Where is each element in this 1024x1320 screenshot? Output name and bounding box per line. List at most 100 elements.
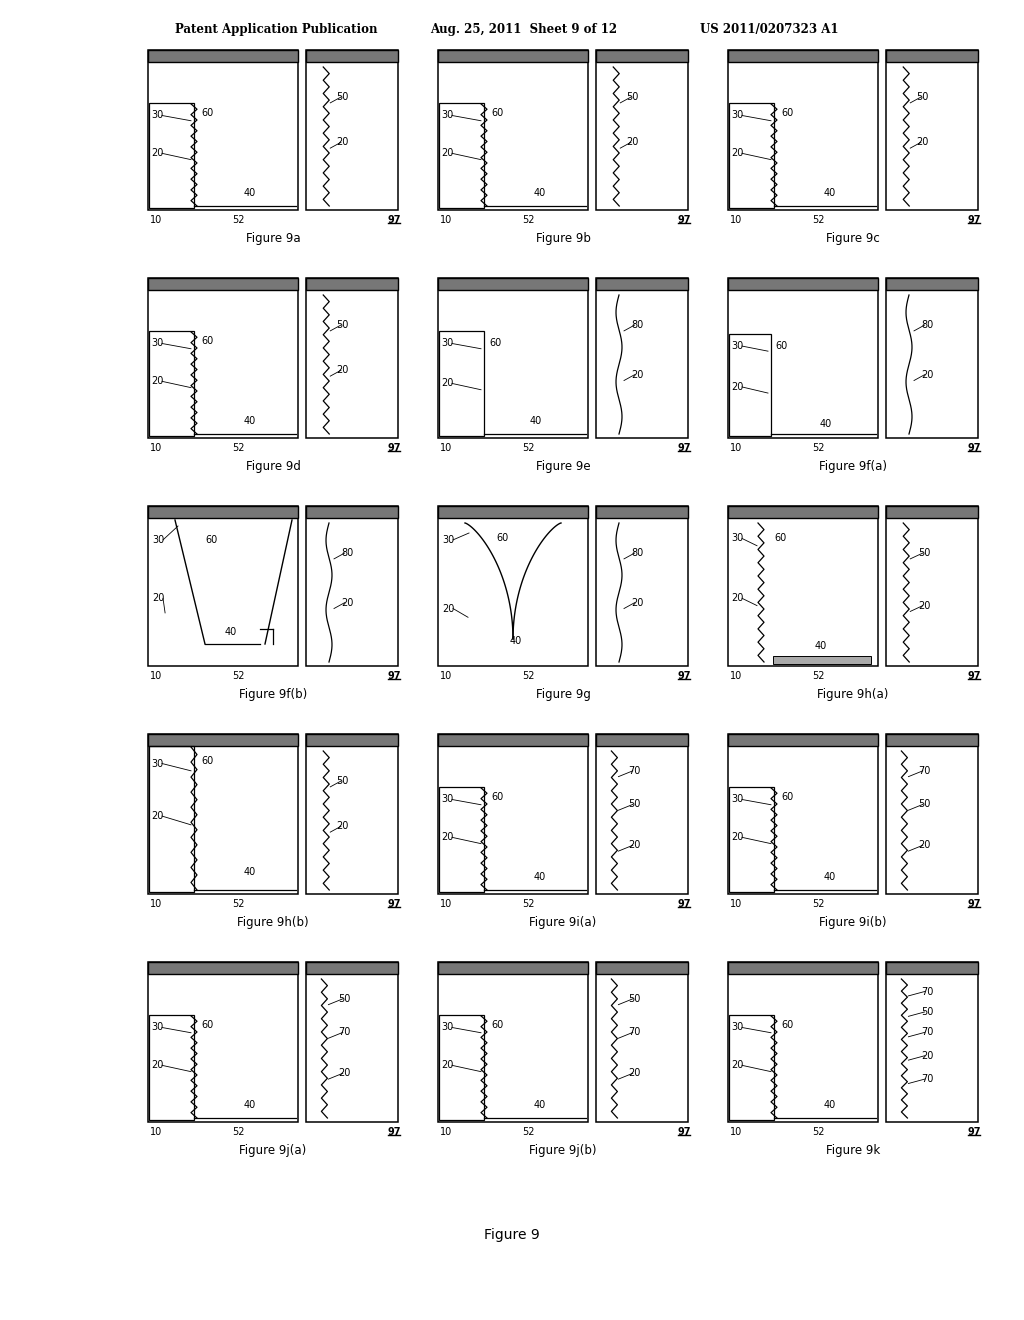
Text: 30: 30 [151,338,163,348]
Text: 20: 20 [631,370,644,380]
Text: 70: 70 [629,766,641,776]
Text: 70: 70 [629,1027,641,1038]
Text: 20: 20 [440,148,454,158]
Text: Figure 9i(a): Figure 9i(a) [529,916,597,929]
Text: 52: 52 [231,671,245,681]
Bar [150,746,194,892]
Bar [596,962,688,974]
Bar [596,734,688,894]
Bar [773,656,870,664]
Bar [438,506,588,517]
Text: 97: 97 [387,1127,400,1137]
Text: 50: 50 [629,994,641,1003]
Text: 20: 20 [151,148,163,158]
Bar [886,50,978,62]
Text: 60: 60 [776,341,788,351]
Bar [148,50,298,62]
Text: 10: 10 [730,444,742,453]
Text: US 2011/0207323 A1: US 2011/0207323 A1 [700,24,839,37]
Bar [150,103,194,209]
Text: Figure 9a: Figure 9a [246,232,300,246]
Text: Figure 9k: Figure 9k [826,1144,880,1158]
Text: 30: 30 [441,111,454,120]
Text: 60: 60 [781,108,794,119]
Text: 10: 10 [730,1127,742,1137]
Text: 30: 30 [731,1023,743,1032]
Text: 30: 30 [151,1023,163,1032]
Bar [886,506,978,667]
Text: 20: 20 [631,598,644,607]
Text: 60: 60 [781,1020,794,1031]
Text: 40: 40 [534,873,546,882]
Text: 70: 70 [922,1027,934,1038]
Bar [438,506,588,667]
Text: 80: 80 [341,548,353,558]
Text: 10: 10 [730,671,742,681]
Text: 30: 30 [151,759,163,768]
Text: 60: 60 [490,792,503,803]
Text: 40: 40 [815,642,827,652]
Bar [596,734,688,746]
Bar [728,734,878,746]
Text: 10: 10 [150,444,162,453]
Text: 97: 97 [677,1127,691,1137]
Text: 60: 60 [201,755,213,766]
Text: 50: 50 [627,92,639,102]
Bar [148,279,298,290]
Bar [306,962,398,1122]
Bar [596,962,688,1122]
Text: 30: 30 [441,338,454,348]
Bar [148,506,298,517]
Text: 40: 40 [824,1101,837,1110]
Text: 20: 20 [337,821,349,832]
Bar [728,734,878,894]
Bar [439,787,484,892]
Text: Figure 9h(a): Figure 9h(a) [817,688,889,701]
Text: 52: 52 [812,215,824,224]
Text: 30: 30 [731,111,743,120]
Bar [886,734,978,894]
Text: 50: 50 [337,319,349,330]
Text: 50: 50 [337,92,349,102]
Text: 80: 80 [631,548,643,558]
Text: 52: 52 [231,215,245,224]
Text: 97: 97 [968,671,981,681]
Bar [439,103,484,209]
Text: 40: 40 [224,627,237,636]
Text: 10: 10 [440,671,453,681]
Bar [886,962,978,1122]
Text: 97: 97 [677,215,691,224]
Bar [729,787,774,892]
Bar [728,279,878,290]
Text: 52: 52 [522,1127,535,1137]
Bar [148,962,298,1122]
Bar [728,506,878,517]
Text: 97: 97 [968,444,981,453]
Bar [729,334,771,436]
Bar [438,279,588,290]
Text: 20: 20 [731,381,743,392]
Bar [306,279,398,438]
Bar [438,962,588,974]
Text: 40: 40 [244,866,256,876]
Bar [729,1015,774,1119]
Bar [886,962,978,974]
Text: 52: 52 [812,1127,824,1137]
Text: 20: 20 [440,833,454,842]
Bar [886,506,978,517]
Text: Figure 9f(a): Figure 9f(a) [819,459,887,473]
Text: 40: 40 [534,1101,546,1110]
Bar [438,962,588,1122]
Text: 10: 10 [730,899,742,909]
Bar [148,506,298,667]
Bar [439,331,484,436]
Text: Figure 9e: Figure 9e [536,459,590,473]
Bar [729,103,774,209]
Text: 70: 70 [922,986,934,997]
Text: 20: 20 [629,841,641,850]
Text: 40: 40 [510,636,522,645]
Bar [148,962,298,974]
Text: 30: 30 [731,341,743,351]
Text: 10: 10 [440,899,453,909]
Text: 97: 97 [387,444,400,453]
